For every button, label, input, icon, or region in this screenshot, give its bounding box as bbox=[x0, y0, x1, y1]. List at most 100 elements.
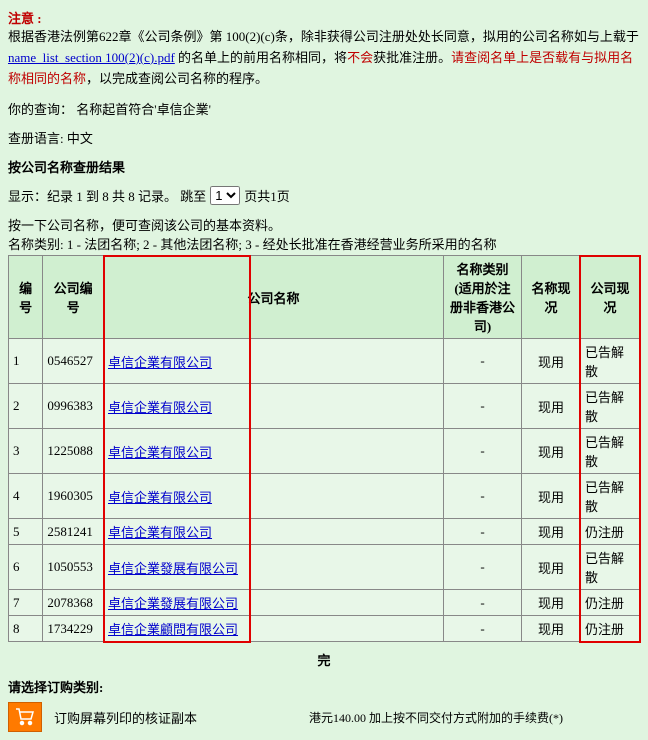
cell-name: 卓信企業顧問有限公司 bbox=[104, 616, 444, 642]
table-row: 20996383 卓信企業有限公司 -现用已告解散 bbox=[9, 384, 640, 429]
table-row: 41960305 卓信企業有限公司 -现用已告解散 bbox=[9, 474, 640, 519]
pdf-link[interactable]: name_list_section 100(2)(c).pdf bbox=[8, 50, 175, 65]
cell-idx: 2 bbox=[9, 384, 43, 429]
th-cstatus: 公司现况 bbox=[580, 256, 639, 339]
th-idx: 编号 bbox=[9, 256, 43, 339]
company-link[interactable]: 卓信企業有限公司 bbox=[108, 490, 212, 505]
order-row: 订购屏幕列印的核证副本 港元140.00 加上按不同交付方式附加的手续费(*) bbox=[8, 702, 640, 732]
cell-name: 卓信企業有限公司 bbox=[104, 339, 444, 384]
cell-nstatus: 现用 bbox=[522, 616, 581, 642]
lang-line: 查册语言: 中文 bbox=[8, 128, 640, 147]
cell-cat: - bbox=[444, 339, 522, 384]
order-price: 港元140.00 加上按不同交付方式附加的手续费(*) bbox=[309, 709, 563, 726]
cell-cat: - bbox=[444, 519, 522, 545]
table-row: 72078368 卓信企業發展有限公司 -现用仍注册 bbox=[9, 590, 640, 616]
cell-cat: - bbox=[444, 429, 522, 474]
display-line: 显示：纪录 1 到 8 共 8 记录。 跳至 1 页共1页 bbox=[8, 186, 640, 205]
display-prefix: 显示：纪录 1 到 8 共 8 记录。 跳至 bbox=[8, 186, 206, 205]
cell-nstatus: 现用 bbox=[522, 339, 581, 384]
cell-cat: - bbox=[444, 590, 522, 616]
query-line: 你的查询： 名称起首符合'卓信企業' bbox=[8, 99, 640, 118]
cell-nstatus: 现用 bbox=[522, 429, 581, 474]
cell-idx: 1 bbox=[9, 339, 43, 384]
cell-name: 卓信企業有限公司 bbox=[104, 519, 444, 545]
table-row: 61050553 卓信企業發展有限公司 -现用已告解散 bbox=[9, 545, 640, 590]
order-item: 订购屏幕列印的核证副本 bbox=[54, 708, 197, 727]
cell-cat: - bbox=[444, 545, 522, 590]
company-link[interactable]: 卓信企業發展有限公司 bbox=[108, 561, 238, 576]
hint-line: 按一下公司名称，便可查阅该公司的基本资料。 bbox=[8, 215, 640, 234]
table-wrap: 编号 公司编号 公司名称 名称类别(适用於注册非香港公司) 名称现况 公司现况 … bbox=[8, 255, 640, 642]
table-row: 10546527 卓信企業有限公司 -现用已告解散 bbox=[9, 339, 640, 384]
th-nstatus: 名称现况 bbox=[522, 256, 581, 339]
cell-cat: - bbox=[444, 474, 522, 519]
cell-name: 卓信企業發展有限公司 bbox=[104, 590, 444, 616]
cell-idx: 8 bbox=[9, 616, 43, 642]
th-cr: 公司编号 bbox=[43, 256, 104, 339]
notice-not: 不会 bbox=[347, 50, 373, 65]
company-link[interactable]: 卓信企業有限公司 bbox=[108, 400, 212, 415]
cell-idx: 4 bbox=[9, 474, 43, 519]
cell-cstatus: 仍注册 bbox=[580, 616, 639, 642]
cell-nstatus: 现用 bbox=[522, 519, 581, 545]
cell-cstatus: 已告解散 bbox=[580, 474, 639, 519]
notice-text-4: ，以完成查阅公司名称的程序。 bbox=[86, 71, 268, 86]
notice-title: 注意 : bbox=[8, 11, 42, 26]
company-link[interactable]: 卓信企業發展有限公司 bbox=[108, 596, 238, 611]
cell-cstatus: 已告解散 bbox=[580, 429, 639, 474]
notice-text-2: 的名单上的前用名称相同，将 bbox=[178, 50, 347, 65]
company-link[interactable]: 卓信企業有限公司 bbox=[108, 525, 212, 540]
notice-block: 注意 : 根据香港法例第622章《公司条例》第 100(2)(c)条，除非获得公… bbox=[8, 8, 640, 89]
cell-name: 卓信企業有限公司 bbox=[104, 429, 444, 474]
query-text: 名称起首符合'卓信企業' bbox=[76, 102, 211, 117]
th-cat: 名称类别(适用於注册非香港公司) bbox=[444, 256, 522, 339]
cell-cr: 1050553 bbox=[43, 545, 104, 590]
lang-value: 中文 bbox=[67, 131, 93, 146]
cell-cstatus: 已告解散 bbox=[580, 339, 639, 384]
legend-line: 名称类别: 1 - 法团名称; 2 - 其他法团名称; 3 - 经处长批准在香港… bbox=[8, 234, 640, 253]
cell-cr: 1734229 bbox=[43, 616, 104, 642]
notice-body: 根据香港法例第622章《公司条例》第 100(2)(c)条，除非获得公司注册处处… bbox=[8, 29, 639, 86]
th-name: 公司名称 bbox=[104, 256, 444, 339]
cell-cat: - bbox=[444, 616, 522, 642]
cell-cr: 0546527 bbox=[43, 339, 104, 384]
cell-cr: 0996383 bbox=[43, 384, 104, 429]
cell-cr: 1960305 bbox=[43, 474, 104, 519]
cell-idx: 7 bbox=[9, 590, 43, 616]
company-link[interactable]: 卓信企業顧問有限公司 bbox=[108, 622, 238, 637]
query-label: 你的查询： bbox=[8, 102, 73, 117]
cell-cstatus: 已告解散 bbox=[580, 545, 639, 590]
cell-idx: 5 bbox=[9, 519, 43, 545]
cell-nstatus: 现用 bbox=[522, 590, 581, 616]
cell-name: 卓信企業有限公司 bbox=[104, 384, 444, 429]
order-heading: 请选择订购类别: bbox=[8, 677, 640, 696]
cell-name: 卓信企業有限公司 bbox=[104, 474, 444, 519]
cell-idx: 3 bbox=[9, 429, 43, 474]
page-select[interactable]: 1 bbox=[210, 186, 240, 205]
cell-cstatus: 仍注册 bbox=[580, 590, 639, 616]
cell-name: 卓信企業發展有限公司 bbox=[104, 545, 444, 590]
cell-cr: 1225088 bbox=[43, 429, 104, 474]
results-table: 编号 公司编号 公司名称 名称类别(适用於注册非香港公司) 名称现况 公司现况 … bbox=[8, 255, 640, 642]
results-heading: 按公司名称查册结果 bbox=[8, 157, 640, 176]
lang-label: 查册语言: bbox=[8, 131, 64, 146]
table-row: 52581241 卓信企業有限公司 -现用仍注册 bbox=[9, 519, 640, 545]
table-row: 31225088 卓信企業有限公司 -现用已告解散 bbox=[9, 429, 640, 474]
notice-text-3: 获批准注册。 bbox=[373, 50, 451, 65]
company-link[interactable]: 卓信企業有限公司 bbox=[108, 355, 212, 370]
end-marker: 完 bbox=[8, 650, 640, 669]
company-link[interactable]: 卓信企業有限公司 bbox=[108, 445, 212, 460]
cell-cstatus: 仍注册 bbox=[580, 519, 639, 545]
cell-nstatus: 现用 bbox=[522, 545, 581, 590]
cell-nstatus: 现用 bbox=[522, 474, 581, 519]
cell-cr: 2078368 bbox=[43, 590, 104, 616]
cell-cr: 2581241 bbox=[43, 519, 104, 545]
cell-nstatus: 现用 bbox=[522, 384, 581, 429]
cell-cstatus: 已告解散 bbox=[580, 384, 639, 429]
cell-cat: - bbox=[444, 384, 522, 429]
display-suffix: 页共1页 bbox=[244, 186, 290, 205]
table-row: 81734229 卓信企業顧問有限公司 -现用仍注册 bbox=[9, 616, 640, 642]
notice-text-1: 根据香港法例第622章《公司条例》第 100(2)(c)条，除非获得公司注册处处… bbox=[8, 29, 639, 44]
cell-idx: 6 bbox=[9, 545, 43, 590]
cart-icon[interactable] bbox=[8, 702, 42, 732]
